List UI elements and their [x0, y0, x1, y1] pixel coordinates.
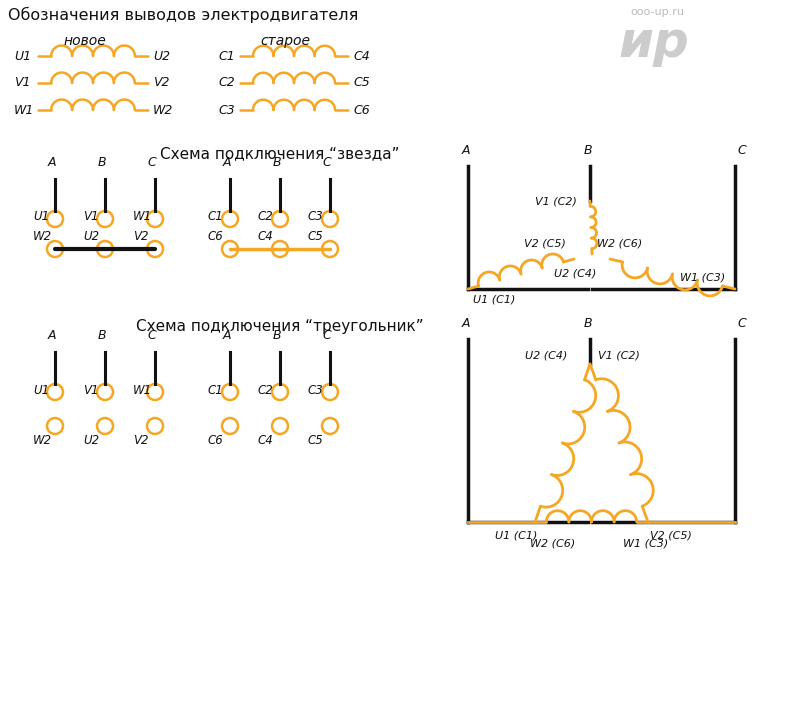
Text: A: A	[462, 144, 470, 157]
Text: C2: C2	[218, 77, 234, 89]
Text: новое: новое	[64, 34, 106, 48]
Text: V2: V2	[153, 77, 170, 89]
Text: U1 (C1): U1 (C1)	[473, 295, 515, 305]
Text: U2 (C4): U2 (C4)	[554, 269, 596, 279]
Text: W2: W2	[33, 434, 52, 446]
Text: C: C	[148, 329, 156, 342]
Text: C3: C3	[218, 103, 234, 116]
Text: C5: C5	[308, 230, 324, 244]
Text: C: C	[322, 156, 331, 169]
Text: C1: C1	[208, 210, 224, 223]
Text: V1 (C2): V1 (C2)	[535, 196, 577, 206]
Text: Схема подключения “звезда”: Схема подключения “звезда”	[160, 146, 400, 161]
Text: U1: U1	[33, 384, 49, 396]
Text: W2: W2	[153, 103, 174, 116]
Text: C5: C5	[353, 77, 370, 89]
Text: C: C	[737, 317, 746, 330]
Text: W2 (C6): W2 (C6)	[597, 239, 642, 249]
Text: U2: U2	[83, 230, 99, 244]
Text: C6: C6	[208, 434, 224, 446]
Text: W1 (C3): W1 (C3)	[680, 273, 726, 283]
Text: A: A	[48, 156, 56, 169]
Text: V1 (C2): V1 (C2)	[598, 351, 640, 361]
Text: C6: C6	[353, 103, 370, 116]
Text: V1: V1	[83, 384, 98, 396]
Text: C: C	[737, 144, 746, 157]
Text: B: B	[273, 329, 282, 342]
Text: C: C	[322, 329, 331, 342]
Text: W1: W1	[133, 210, 152, 223]
Text: ир: ир	[618, 19, 689, 67]
Text: ooo-up.ru: ooo-up.ru	[630, 7, 684, 17]
Text: U1: U1	[14, 49, 31, 63]
Text: W2 (C6): W2 (C6)	[530, 539, 575, 549]
Text: V2: V2	[133, 230, 149, 244]
Text: C2: C2	[258, 210, 274, 223]
Text: U2 (C4): U2 (C4)	[525, 351, 567, 361]
Text: B: B	[273, 156, 282, 169]
Text: V2: V2	[133, 434, 149, 446]
Text: C1: C1	[208, 384, 224, 396]
Text: A: A	[222, 329, 231, 342]
Text: V2 (C5): V2 (C5)	[524, 239, 566, 249]
Text: C1: C1	[218, 49, 234, 63]
Text: Схема подключения “треугольник”: Схема подключения “треугольник”	[136, 319, 424, 334]
Text: C2: C2	[258, 384, 274, 396]
Text: Обозначения выводов электродвигателя: Обозначения выводов электродвигателя	[8, 7, 358, 23]
Text: W1: W1	[133, 384, 152, 396]
Text: U2: U2	[153, 49, 170, 63]
Text: C4: C4	[353, 49, 370, 63]
Text: V2 (C5): V2 (C5)	[650, 530, 692, 540]
Text: C6: C6	[208, 230, 224, 244]
Text: V1: V1	[83, 210, 98, 223]
Text: C3: C3	[308, 210, 324, 223]
Text: старое: старое	[260, 34, 310, 48]
Text: W2: W2	[33, 230, 52, 244]
Text: W1 (C3): W1 (C3)	[623, 539, 668, 549]
Text: C4: C4	[258, 230, 274, 244]
Text: A: A	[48, 329, 56, 342]
Text: U1 (C1): U1 (C1)	[495, 530, 538, 540]
Text: B: B	[584, 317, 593, 330]
Text: C3: C3	[308, 384, 324, 396]
Text: B: B	[98, 329, 106, 342]
Text: U2: U2	[83, 434, 99, 446]
Text: B: B	[584, 144, 593, 157]
Text: B: B	[98, 156, 106, 169]
Text: A: A	[222, 156, 231, 169]
Text: A: A	[462, 317, 470, 330]
Text: C4: C4	[258, 434, 274, 446]
Text: V1: V1	[14, 77, 30, 89]
Text: C5: C5	[308, 434, 324, 446]
Text: W1: W1	[14, 103, 34, 116]
Text: C: C	[148, 156, 156, 169]
Text: U1: U1	[33, 210, 49, 223]
